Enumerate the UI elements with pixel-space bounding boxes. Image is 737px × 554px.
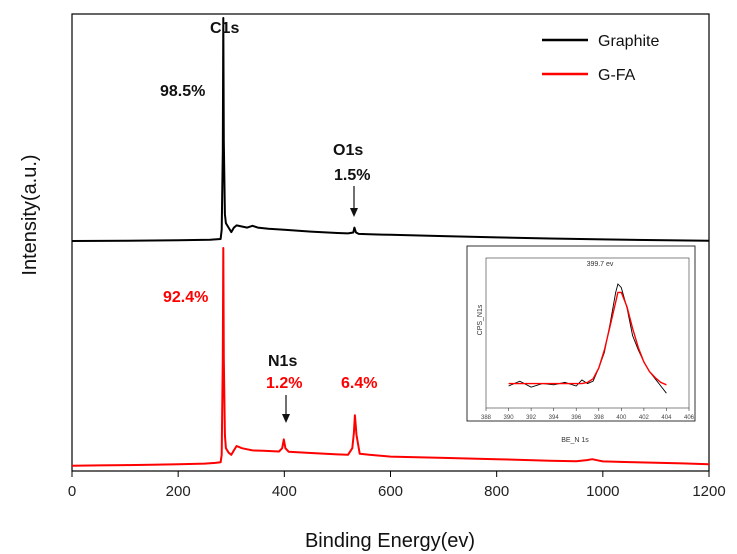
annotation-gfa-o: 6.4%: [341, 375, 377, 392]
annotation-gfa-n: 1.2%: [266, 375, 302, 392]
inset-x-axis-title: BE_N 1s: [561, 437, 589, 444]
series-layer: [71, 17, 710, 467]
series-line-graphite: [71, 17, 710, 242]
inset-series-fit: [508, 291, 667, 386]
x-axis-title: Binding Energy(ev): [305, 530, 475, 552]
inset-x-tick-label: 398: [594, 415, 605, 421]
inset-x-tick-label: 396: [571, 415, 582, 421]
x-tick-label: 1200: [692, 483, 725, 500]
x-axis: 0 200 400 600 800 1000 1200: [68, 471, 726, 500]
arrow-o1s-head: [350, 208, 358, 217]
annotation-c1s: C1s: [210, 20, 239, 37]
inset-x-tick-label: 392: [526, 415, 537, 421]
inset-x-tick-label: 404: [661, 415, 672, 421]
series-line-g-fa: [71, 247, 710, 467]
x-tick-label: 800: [484, 483, 509, 500]
inset-x-tick-label: 394: [549, 415, 560, 421]
legend: Graphite G-FA: [542, 33, 659, 84]
inset-x-tick-label: 388: [481, 415, 492, 421]
annotation-graphite-o: 1.5%: [334, 167, 370, 184]
annotation-n1s: N1s: [268, 353, 297, 370]
annotations: C1s 98.5% O1s 1.5% 92.4% N1s 1.2% 6.4%: [160, 20, 377, 423]
inset-annotation: 399.7 ev: [587, 261, 614, 268]
inset-x-tick-label: 400: [616, 415, 627, 421]
legend-label-gfa: G-FA: [598, 67, 636, 84]
x-tick-label: 600: [378, 483, 403, 500]
inset-y-axis-title: CPS_N1s: [477, 304, 484, 335]
arrow-n1s-head: [282, 414, 290, 423]
x-tick-label: 1000: [586, 483, 619, 500]
inset-frame: [466, 245, 696, 422]
inset: 388 390 392 394 396 398 400 402 404 406 399.7 ev …: [466, 245, 696, 444]
legend-label-graphite: Graphite: [598, 33, 659, 50]
x-tick-label: 0: [68, 483, 76, 500]
x-tick-label: 400: [272, 483, 297, 500]
inset-plot-frame: [485, 257, 690, 409]
inset-x-tick-label: 406: [684, 415, 695, 421]
inset-x-tick-label: 390: [504, 415, 515, 421]
annotation-gfa-c: 92.4%: [163, 289, 208, 306]
x-tick-label: 200: [166, 483, 191, 500]
inset-series-layer: [508, 283, 667, 394]
inset-x-tick-label: 402: [639, 415, 650, 421]
annotation-o1s: O1s: [333, 142, 363, 159]
annotation-graphite-c: 98.5%: [160, 83, 205, 100]
y-axis-title: Intensity(a.u.): [19, 154, 41, 275]
inset-x-axis: 388 390 392 394 396 398 400 402 404 406: [481, 408, 695, 421]
